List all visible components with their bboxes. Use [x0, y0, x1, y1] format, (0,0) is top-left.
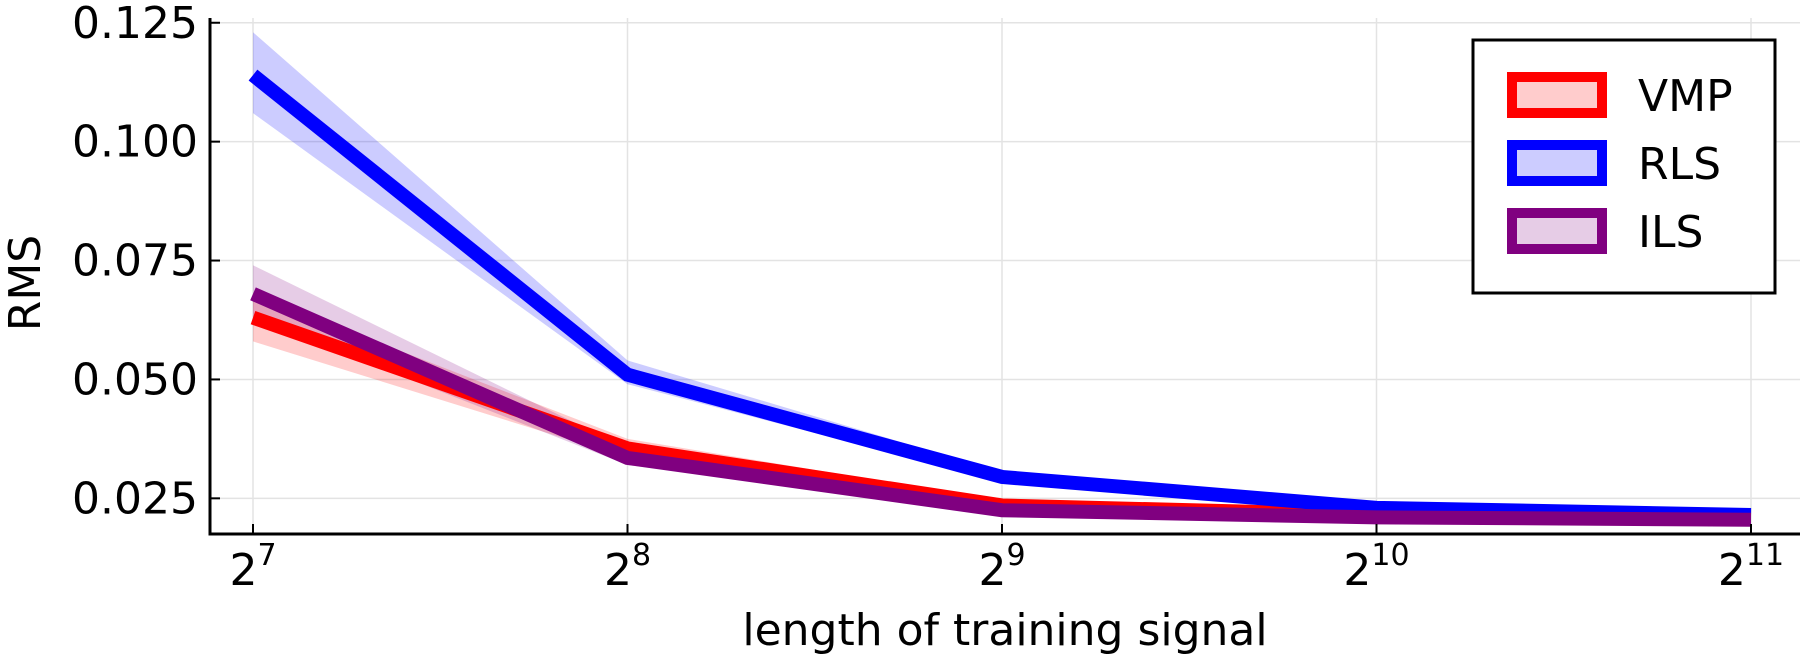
legend-label-ils: ILS	[1638, 207, 1703, 258]
legend-label-vmp: VMP	[1638, 71, 1733, 122]
series-line-rls	[248, 69, 1752, 522]
y-tick-label: 0.100	[72, 117, 198, 168]
y-tick-label: 0.125	[72, 0, 198, 49]
series-lines	[248, 69, 1752, 527]
series-line-ils	[250, 287, 1752, 527]
y-axis-title: RMS	[0, 235, 51, 331]
tick-labels: 0.025 0.050 0.075 0.100 0.125 27 28 29 210 211	[72, 0, 1784, 596]
axes	[208, 18, 1800, 536]
legend-swatch-rls	[1507, 140, 1607, 186]
y-tick-label: 0.025	[72, 473, 198, 524]
y-tick-label: 0.050	[72, 354, 198, 405]
x-tick-label: 27	[229, 538, 276, 596]
y-tick-label: 0.075	[72, 236, 198, 287]
x-tick-label: 29	[978, 538, 1025, 596]
legend-swatch-vmp	[1507, 72, 1607, 118]
x-tick-label: 210	[1343, 538, 1409, 596]
x-tick-label: 211	[1718, 538, 1784, 596]
legend-label-rls: RLS	[1638, 139, 1721, 190]
legend: VMP RLS ILS	[1471, 38, 1777, 295]
x-tick-label: 28	[604, 538, 651, 596]
x-axis-title: length of training signal	[742, 605, 1267, 656]
legend-swatch-ils	[1507, 208, 1607, 254]
